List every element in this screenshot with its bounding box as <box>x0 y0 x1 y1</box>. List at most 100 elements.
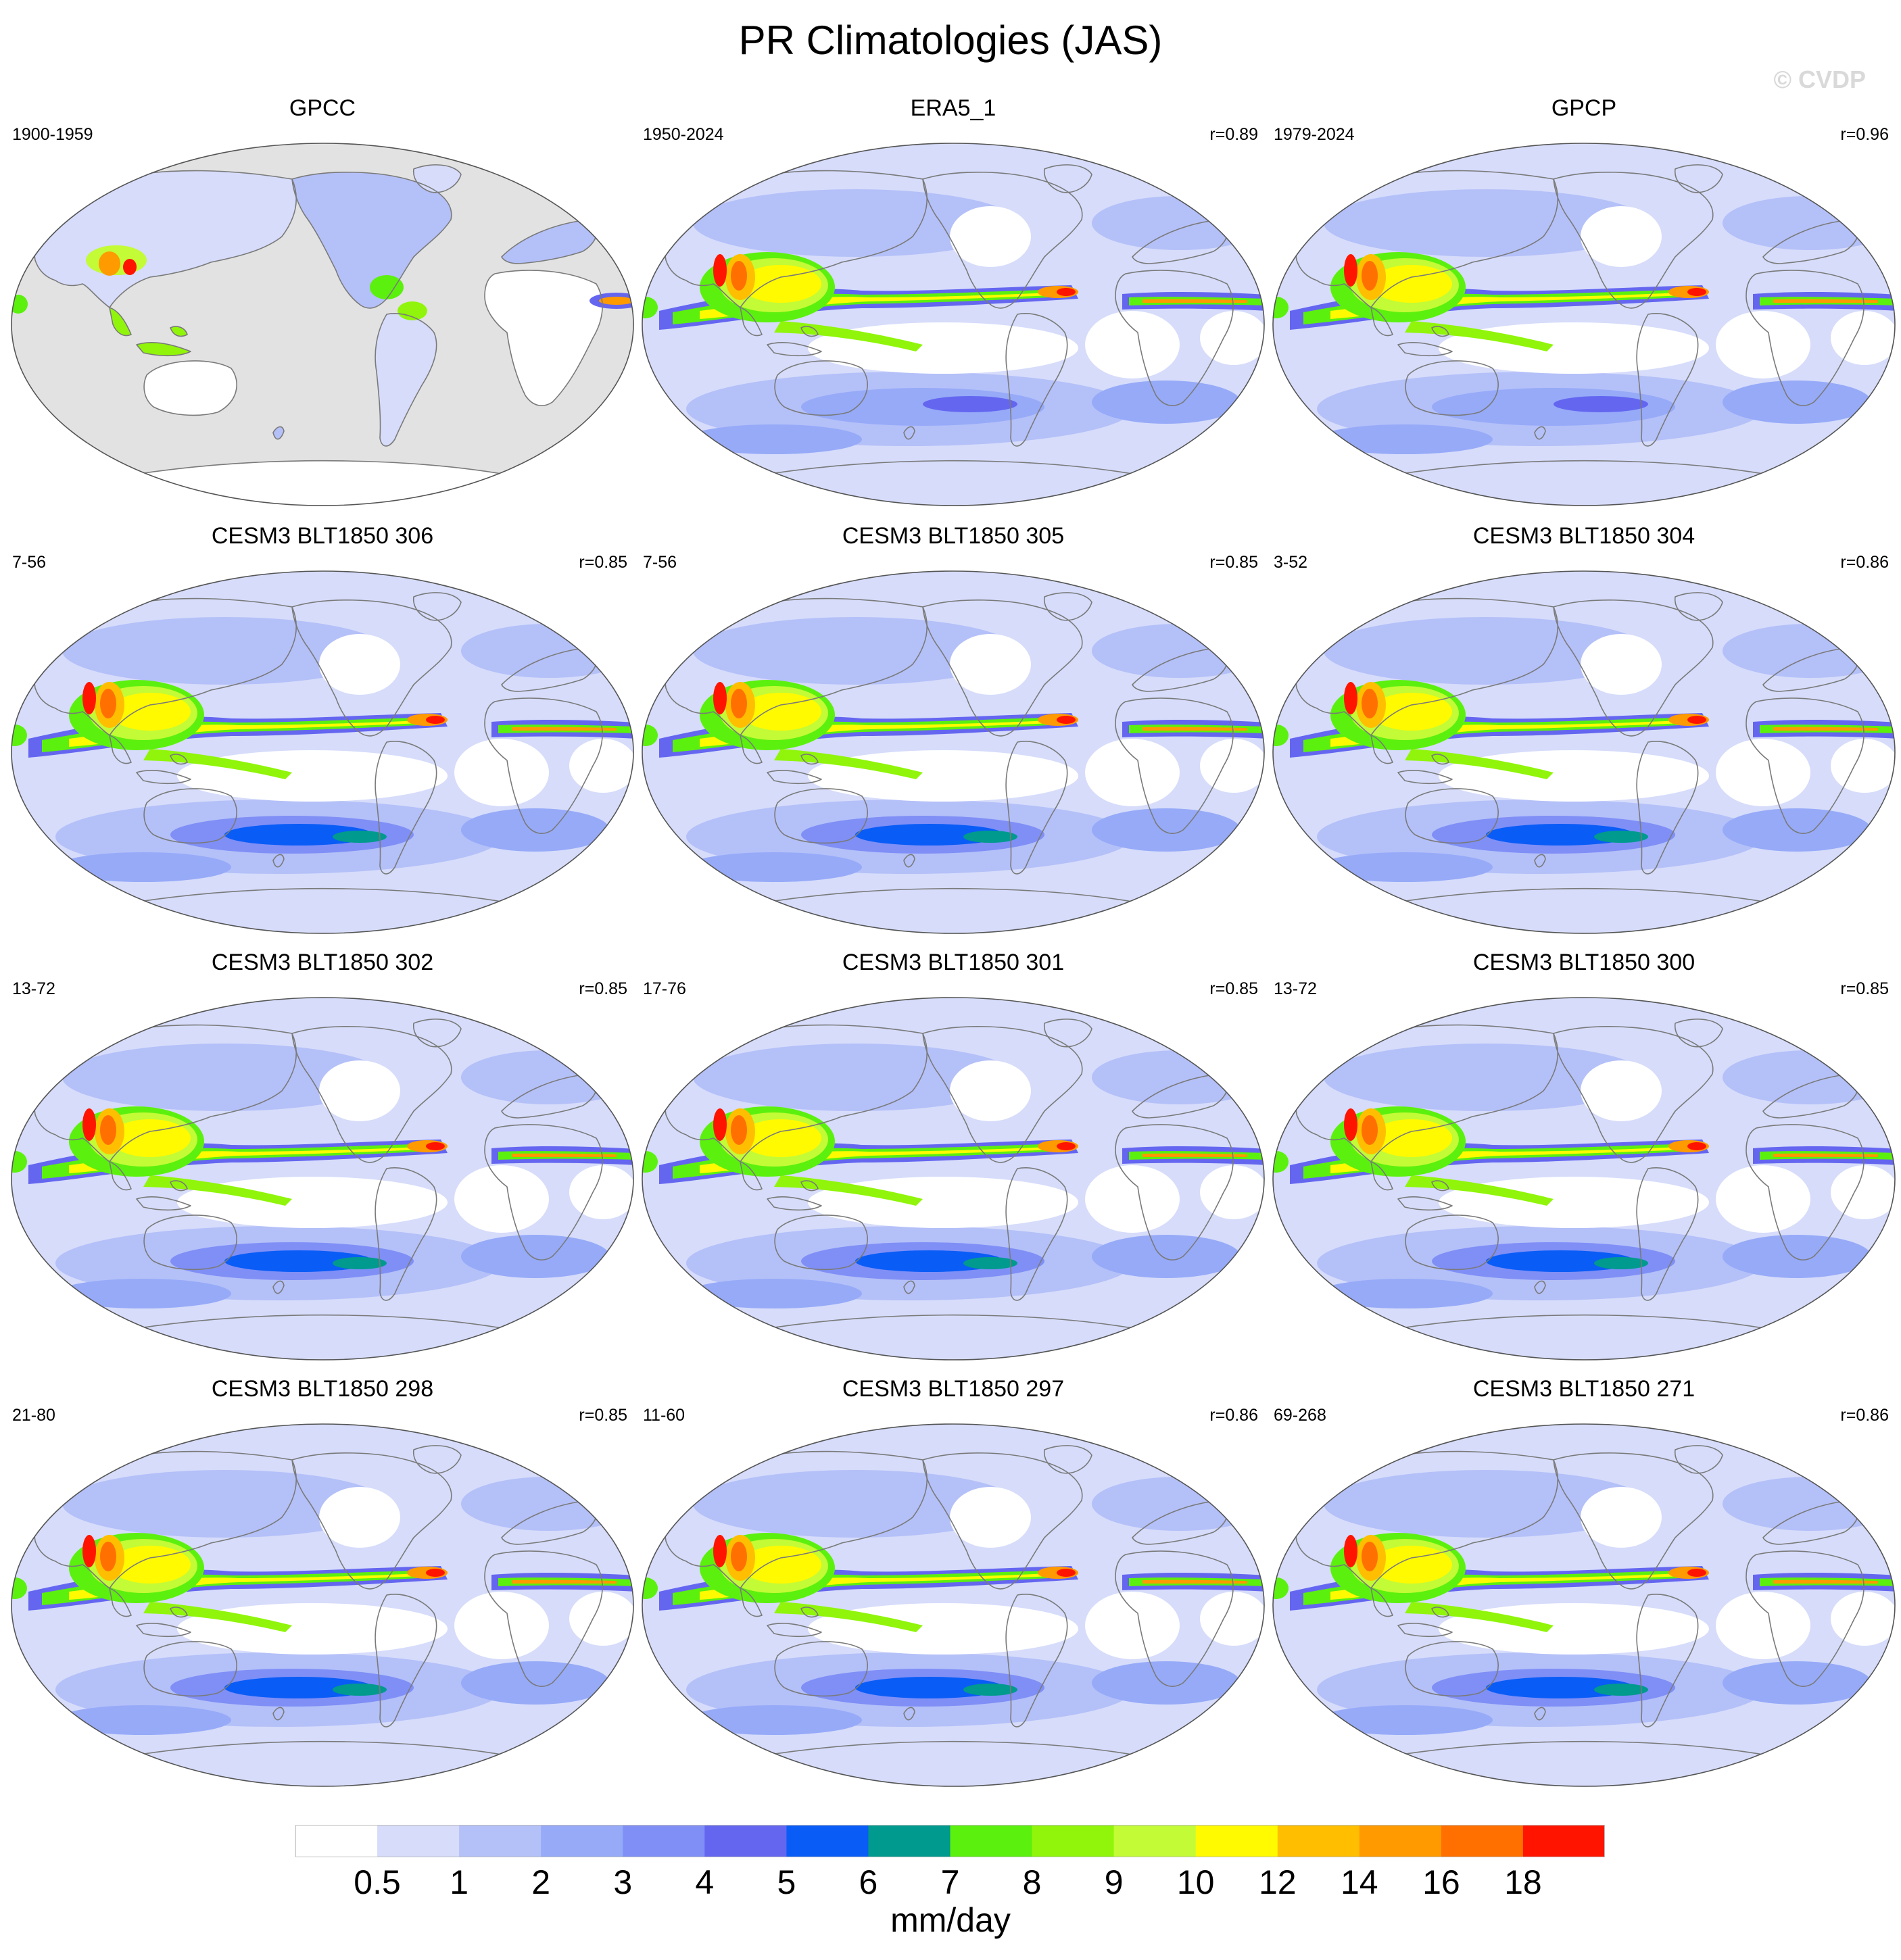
robinson-map <box>1272 997 1896 1361</box>
panel-correlation: r=0.85 <box>1209 553 1258 572</box>
robinson-map <box>1272 570 1896 934</box>
colorbar-swatch <box>295 1825 378 1857</box>
colorbar-swatch <box>623 1825 705 1857</box>
panel-title: CESM3 BLT1850 301 <box>842 950 1065 975</box>
robinson-map <box>642 570 1265 934</box>
colorbar-tick-label: 8 <box>1022 1863 1042 1901</box>
colorbar-tick-label: 3 <box>613 1863 633 1901</box>
map-border <box>642 570 1265 934</box>
panel-years: 17-76 <box>643 979 686 998</box>
panel-years: 11-60 <box>643 1406 685 1425</box>
colorbar-swatch <box>1032 1825 1115 1857</box>
colorbar-units: mm/day <box>890 1901 1011 1939</box>
colorbar-swatch <box>541 1825 623 1857</box>
precip-field <box>11 571 633 933</box>
colorbar-tick-label: 5 <box>777 1863 796 1901</box>
colorbar-tick-label: 6 <box>859 1863 878 1901</box>
colorbar-tick-label: 16 <box>1422 1863 1460 1901</box>
map-panel: ERA5_1 1950-2024 r=0.89 <box>639 95 1268 514</box>
figure-title: PR Climatologies (JAS) <box>738 18 1163 63</box>
map-border <box>11 143 634 506</box>
colorbar-tick-label: 12 <box>1258 1863 1297 1901</box>
colorbar-swatch <box>1441 1825 1524 1857</box>
precip-field <box>11 1424 633 1786</box>
colorbar-tick-label: 18 <box>1504 1863 1542 1901</box>
map-panel: CESM3 BLT1850 301 17-76 r=0.85 <box>639 949 1268 1368</box>
panel-title: CESM3 BLT1850 298 <box>211 1376 434 1402</box>
robinson-map <box>11 1423 634 1787</box>
watermark: © CVDP <box>1773 66 1866 93</box>
precip-field <box>1273 571 1895 933</box>
panel-years: 7-56 <box>12 553 47 572</box>
precip-field <box>1273 998 1895 1360</box>
colorbar-tick-label: 4 <box>695 1863 715 1901</box>
map-panel: CESM3 BLT1850 302 13-72 r=0.85 <box>8 949 637 1368</box>
robinson-map <box>1272 143 1896 506</box>
panel-correlation: r=0.85 <box>579 979 627 998</box>
colorbar-swatch <box>377 1825 460 1857</box>
colorbar-swatch <box>1113 1825 1197 1857</box>
map-border <box>1272 570 1896 934</box>
map-panel: CESM3 BLT1850 297 11-60 r=0.86 <box>639 1375 1268 1794</box>
panel-correlation: r=0.86 <box>1840 1406 1889 1425</box>
colorbar-swatch <box>1277 1825 1360 1857</box>
robinson-map <box>1272 1423 1896 1787</box>
map-panel: CESM3 BLT1850 305 7-56 r=0.85 <box>639 522 1268 941</box>
panel-title: ERA5_1 <box>910 95 996 121</box>
panel-title: CESM3 BLT1850 300 <box>1472 950 1695 975</box>
map-border <box>642 997 1265 1361</box>
panel-title: GPCC <box>289 95 356 121</box>
map-panel: CESM3 BLT1850 298 21-80 r=0.85 <box>8 1375 637 1794</box>
colorbar-tick-label: 14 <box>1341 1863 1378 1901</box>
panel-title: CESM3 BLT1850 306 <box>211 523 434 549</box>
panel-years: 21-80 <box>12 1406 55 1425</box>
robinson-map <box>642 997 1265 1361</box>
panel-years: 69-268 <box>1274 1406 1326 1425</box>
panel-years: 1979-2024 <box>1274 125 1355 144</box>
colorbar-swatch <box>868 1825 950 1857</box>
colorbar-tick-label: 0.5 <box>354 1863 401 1901</box>
colorbar-swatch <box>704 1825 787 1857</box>
colorbar-tick-label: 9 <box>1104 1863 1124 1901</box>
colorbar-tick-label: 7 <box>940 1863 960 1901</box>
panel-correlation: r=0.85 <box>1840 979 1889 998</box>
colorbar-swatch <box>786 1825 869 1857</box>
precip-field <box>642 571 1264 933</box>
precip-field <box>1273 1424 1895 1786</box>
map-border <box>642 1423 1265 1787</box>
map-border <box>11 570 634 934</box>
precip-field <box>1273 143 1895 506</box>
map-panel: GPCP 1979-2024 r=0.96 <box>1270 95 1898 514</box>
robinson-map <box>11 997 634 1361</box>
colorbar-swatch <box>1522 1825 1605 1857</box>
map-panel: GPCC 1900-1959 <box>8 95 637 514</box>
panel-correlation: r=0.85 <box>1209 979 1258 998</box>
panel-title: CESM3 BLT1850 271 <box>1472 1376 1695 1402</box>
colorbar-swatch <box>1359 1825 1442 1857</box>
robinson-map <box>11 143 634 506</box>
map-border <box>11 997 634 1361</box>
panel-correlation: r=0.86 <box>1840 553 1889 572</box>
map-border <box>1272 997 1896 1361</box>
colorbar-tick-label: 10 <box>1176 1863 1215 1901</box>
robinson-map <box>642 143 1265 506</box>
panel-correlation: r=0.89 <box>1209 125 1258 144</box>
colorbar-swatch <box>1195 1825 1278 1857</box>
panel-years: 1900-1959 <box>12 125 93 144</box>
panel-years: 13-72 <box>1274 979 1317 998</box>
robinson-map <box>11 570 634 934</box>
colorbar-swatch <box>950 1825 1033 1857</box>
panel-title: GPCP <box>1551 95 1617 121</box>
colorbar-tick-label: 1 <box>450 1863 469 1901</box>
panel-title: CESM3 BLT1850 297 <box>842 1376 1065 1402</box>
robinson-map <box>642 1423 1265 1787</box>
colorbar <box>295 1825 1605 1857</box>
precip-field <box>11 998 633 1360</box>
panel-title: CESM3 BLT1850 304 <box>1472 523 1695 549</box>
map-panel: CESM3 BLT1850 271 69-268 r=0.86 <box>1270 1375 1898 1794</box>
panel-years: 7-56 <box>643 553 677 572</box>
panel-correlation: r=0.86 <box>1209 1406 1258 1425</box>
panel-correlation: r=0.96 <box>1840 125 1889 144</box>
map-panel: CESM3 BLT1850 304 3-52 r=0.86 <box>1270 522 1898 941</box>
